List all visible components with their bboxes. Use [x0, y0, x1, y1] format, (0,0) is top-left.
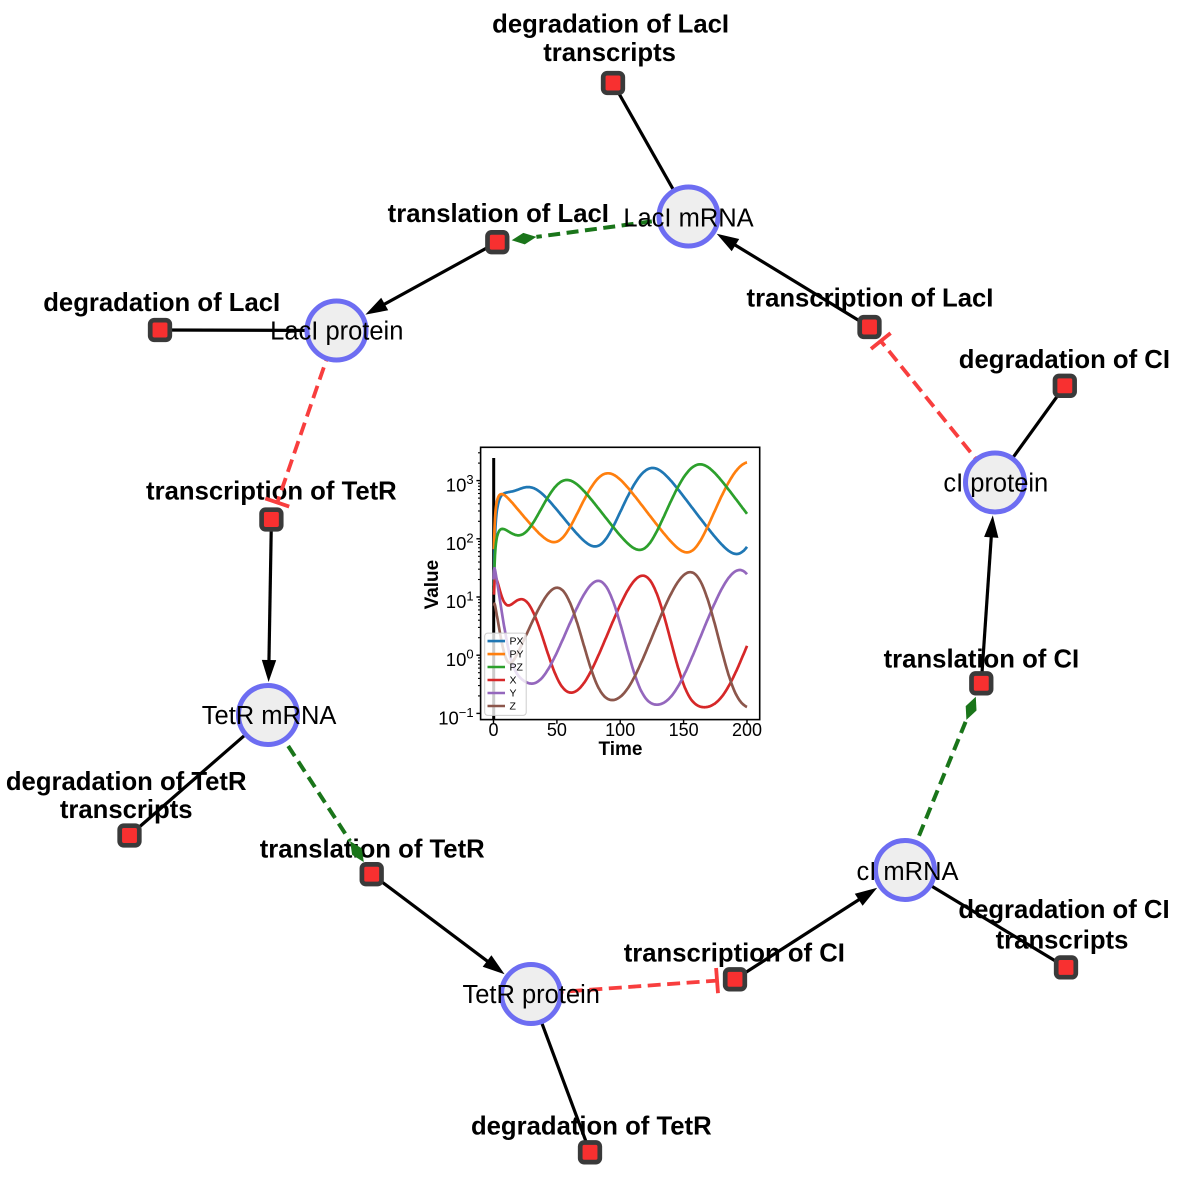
- svg-text:translation of TetR: translation of TetR: [260, 835, 485, 863]
- svg-text:degradation of LacI: degradation of LacI: [492, 10, 729, 38]
- svg-text:X: X: [510, 675, 517, 687]
- svg-text:Time: Time: [598, 739, 642, 760]
- svg-text:transcription of CI: transcription of CI: [624, 939, 845, 967]
- svg-text:TetR protein: TetR protein: [462, 981, 600, 1009]
- svg-text:TetR mRNA: TetR mRNA: [202, 702, 337, 730]
- svg-text:degradation of TetR: degradation of TetR: [6, 768, 247, 796]
- svg-text:LacI protein: LacI protein: [270, 317, 403, 345]
- svg-text:degradation of TetR: degradation of TetR: [471, 1113, 712, 1141]
- svg-text:transcripts: transcripts: [60, 796, 193, 824]
- svg-text:150: 150: [669, 720, 699, 740]
- svg-text:200: 200: [732, 720, 762, 740]
- svg-text:degradation of CI: degradation of CI: [958, 896, 1169, 924]
- svg-text:100: 100: [605, 720, 635, 740]
- svg-text:PX: PX: [510, 636, 524, 648]
- svg-text:Y: Y: [510, 688, 517, 700]
- svg-text:0: 0: [488, 720, 498, 740]
- svg-text:LacI mRNA: LacI mRNA: [623, 205, 753, 233]
- svg-text:50: 50: [547, 720, 567, 740]
- svg-text:Z: Z: [510, 701, 517, 713]
- svg-text:transcription of LacI: transcription of LacI: [747, 285, 994, 313]
- svg-text:cI protein: cI protein: [943, 470, 1048, 498]
- svg-text:degradation of LacI: degradation of LacI: [43, 289, 280, 317]
- svg-text:transcripts: transcripts: [543, 39, 676, 67]
- svg-text:degradation of CI: degradation of CI: [959, 346, 1170, 374]
- svg-text:translation of LacI: translation of LacI: [388, 200, 609, 228]
- svg-text:Value: Value: [422, 560, 443, 610]
- svg-text:PY: PY: [510, 649, 524, 661]
- svg-text:transcripts: transcripts: [996, 927, 1129, 955]
- svg-text:PZ: PZ: [510, 662, 524, 674]
- svg-text:cI mRNA: cI mRNA: [857, 858, 959, 886]
